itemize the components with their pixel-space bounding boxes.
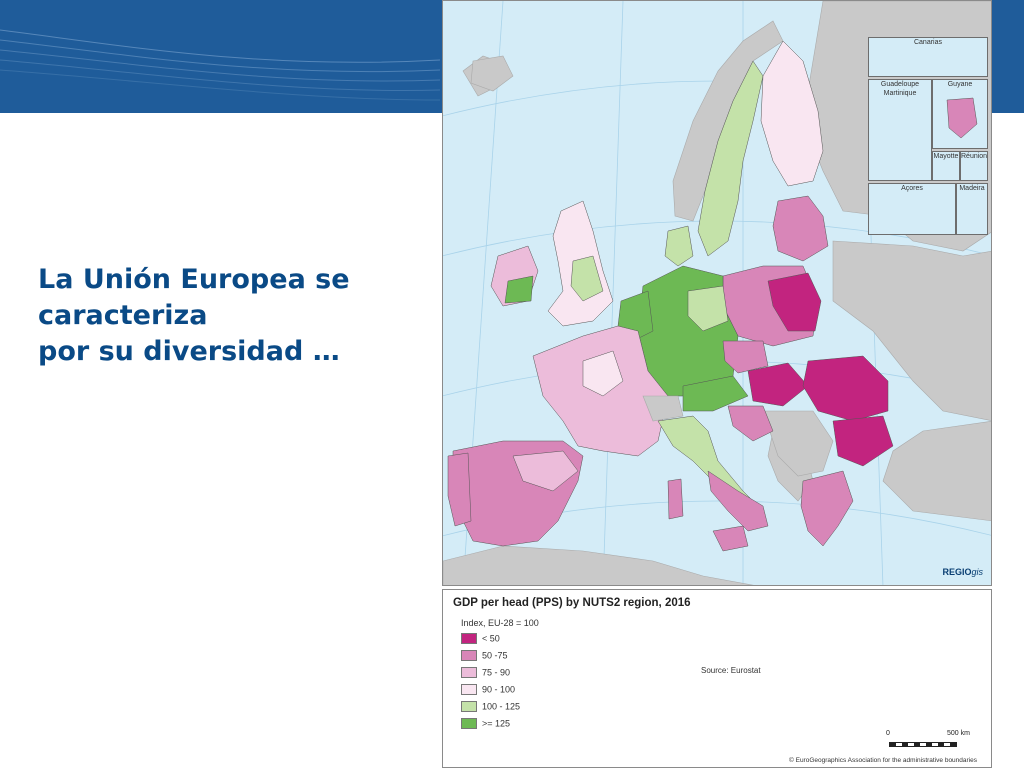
inset-reunion: Réunion [960,151,988,181]
switzerland-region [642,395,684,422]
regiogis-credit: REGIOgis [942,567,983,577]
legend-label-lt50: < 50 [482,633,500,644]
east-poland-region [767,272,822,332]
legend-title: GDP per head (PPS) by NUTS2 region, 2016 [453,597,691,609]
scale-bar-graphic [889,742,957,747]
balkans-region [762,410,834,477]
legend-item-50-75: 50 -75 [461,650,508,662]
legend-item-75-90: 75 - 90 [461,667,510,679]
regiogis-bold: REGIO [942,567,972,577]
austria-region [682,375,749,412]
scale-end-label: 500 km [947,730,970,737]
legend-label-50-75: 50 -75 [482,650,508,661]
legend-label-90-100: 90 - 100 [482,684,516,695]
legend-item-100-125: 100 - 125 [461,701,520,713]
denmark-region [664,225,694,267]
inset-guyane: Guyane [932,79,988,149]
map-legend: GDP per head (PPS) by NUTS2 region, 2016… [442,589,992,768]
portugal-region [447,452,472,527]
legend-item-lt50: < 50 [461,633,500,645]
greece-region [800,470,854,547]
bulgaria-region [832,415,894,467]
sardinia-region [667,478,684,520]
inset-madeira: Madeira [956,183,988,235]
heading-line-2: caracteriza [38,300,208,331]
sweden-region [697,60,764,257]
legend-item-gte125: >= 125 [461,718,510,730]
sicily-region [712,525,749,552]
regiogis-italic: gis [971,567,983,577]
legend-label-75-90: 75 - 90 [482,667,511,678]
czechia-region [722,340,769,374]
legend-swatch-lt50 [461,633,477,645]
heading-line-3: por su diversidad … [38,336,340,367]
legend-swatch-50-75 [461,650,477,662]
inset-martinique-label: Martinique [883,90,917,97]
inset-guadeloupe-label: Guadeloupe [880,81,920,88]
inset-guyane-label: Guyane [947,81,973,88]
east-germany-region [687,285,729,332]
spain-north-region [512,450,579,492]
legend-item-90-100: 90 - 100 [461,684,515,696]
baltic-region [772,195,829,262]
inset-canarias: Canarias [868,37,988,77]
legend-label-gte125: >= 125 [482,718,511,729]
heading-line-1: La Unión Europea se [38,264,350,295]
legend-swatch-90-100 [461,684,477,696]
iceland-region [470,55,514,92]
legend-swatch-75-90 [461,667,477,679]
inset-acores-label: Açores [901,185,923,192]
guyane-shape [946,97,978,139]
croatia-region [727,405,774,442]
inset-canarias-label: Canarias [913,39,942,46]
scale-start-label: 0 [886,730,890,737]
legend-swatch-100-125 [461,701,477,713]
inset-acores: Açores [868,183,956,235]
hungary-region [747,362,809,407]
inset-mayotte-label: Mayotte [933,153,959,160]
europe-gdp-map: Canarias Guadeloupe Martinique Guyane Ma… [442,0,992,586]
copyright-note: © EuroGeographics Association for the ad… [789,757,977,764]
scale-bar: 0 500 km [883,730,973,750]
inset-reunion-label: Réunion [961,153,988,160]
ireland-south-region [504,275,534,304]
inset-madeira-label: Madeira [959,185,985,192]
italy-south-region [707,470,769,532]
legend-subtitle: Index, EU-28 = 100 [461,618,539,628]
legend-swatch-gte125 [461,718,477,730]
paris-basin-region [582,350,624,397]
legend-label-100-125: 100 - 125 [482,701,521,712]
inset-mayotte: Mayotte [932,151,960,181]
england-south-region [570,255,604,302]
source-note: Source: Eurostat [701,666,761,675]
inset-guadeloupe-martinique: Guadeloupe Martinique [868,79,932,181]
romania-region [802,355,889,422]
slide-heading: La Unión Europea se caracteriza por su d… [38,262,418,370]
finland-region [760,40,824,187]
